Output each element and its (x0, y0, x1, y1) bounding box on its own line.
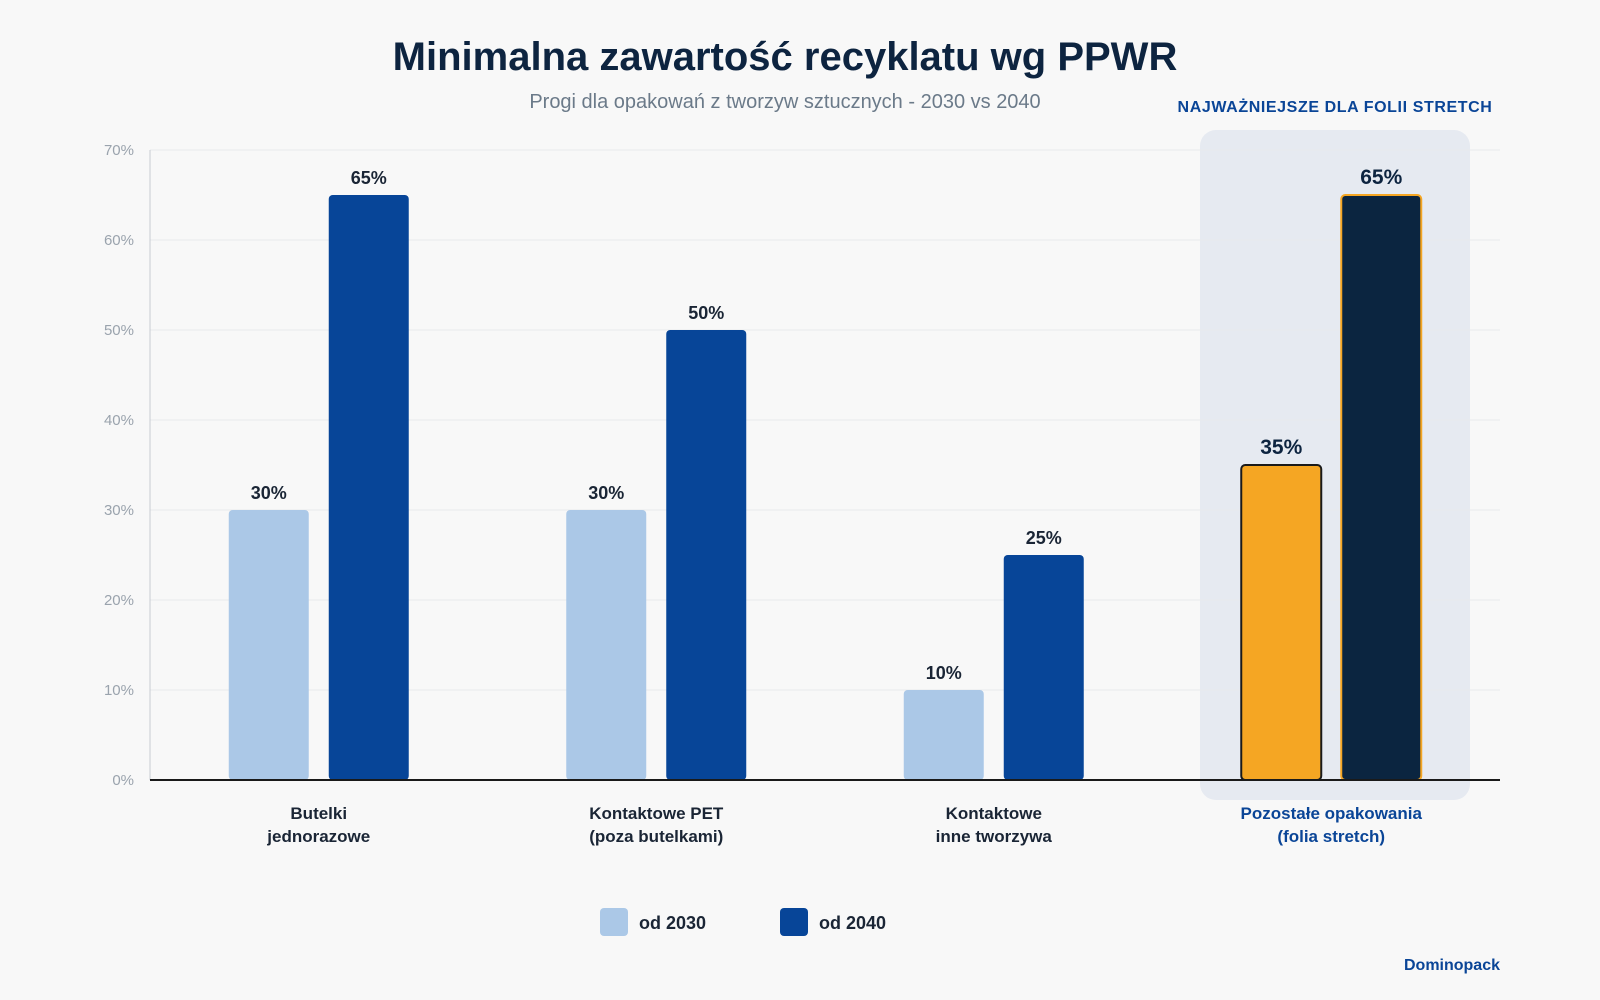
data-label: 65% (351, 168, 387, 188)
data-label: 10% (926, 663, 962, 683)
y-tick-label: 30% (104, 502, 134, 519)
legend-swatch (600, 908, 628, 936)
bar-od-2040-1 (666, 330, 747, 780)
y-tick-label: 40% (104, 412, 134, 429)
y-tick-label: 70% (104, 142, 134, 159)
y-tick-label: 20% (104, 592, 134, 609)
legend-label: od 2040 (819, 913, 886, 933)
legend: od 2030 od 2040 (600, 908, 886, 936)
y-tick-label: 50% (104, 322, 134, 339)
bar-od-2030-1 (566, 510, 647, 780)
bar-od-2030-0 (228, 510, 309, 780)
legend-label: od 2030 (639, 913, 706, 933)
data-label: 50% (688, 303, 724, 323)
y-tick-label: 60% (104, 232, 134, 249)
chart-subtitle: Progi dla opakowań z tworzyw sztucznych … (529, 91, 1040, 113)
bar-od-2040-0 (328, 195, 409, 780)
legend-swatch (780, 908, 808, 936)
data-labels: 30% 65% 30% 50% 10% 25% 35% 65% (251, 166, 1403, 683)
highlight-caption: NAJWAŻNIEJSZE DLA FOLII STRETCH (1178, 98, 1493, 116)
data-label: 35% (1260, 436, 1302, 459)
y-axis: 0% 10% 20% 30% 40% 50% 60% 70% (104, 142, 134, 789)
bar-od-2040-3 (1340, 194, 1423, 781)
data-label: 65% (1360, 166, 1402, 189)
x-tick-label: Butelki jednorazowe (266, 804, 370, 846)
data-label: 25% (1026, 528, 1062, 548)
bar-od-2040-2 (1003, 555, 1084, 780)
chart-title: Minimalna zawartość recyklatu wg PPWR (393, 35, 1178, 79)
bar-od-2030-2 (903, 690, 984, 780)
y-tick-label: 10% (104, 682, 134, 699)
x-tick-label: Pozostałe opakowania (folia stretch) (1241, 804, 1423, 846)
x-axis: Butelki jednorazowe Kontaktowe PET (poza bu… (266, 804, 1422, 846)
data-label: 30% (588, 483, 624, 503)
data-label: 30% (251, 483, 287, 503)
y-tick-label: 0% (112, 772, 134, 789)
brand-label: Dominopack (1404, 957, 1500, 974)
bar-od-2030-3 (1240, 464, 1323, 781)
x-tick-label: Kontaktowe PET (poza butelkami) (589, 804, 724, 846)
bars (228, 194, 1423, 781)
x-tick-label: Kontaktowe inne tworzywa (936, 804, 1053, 846)
